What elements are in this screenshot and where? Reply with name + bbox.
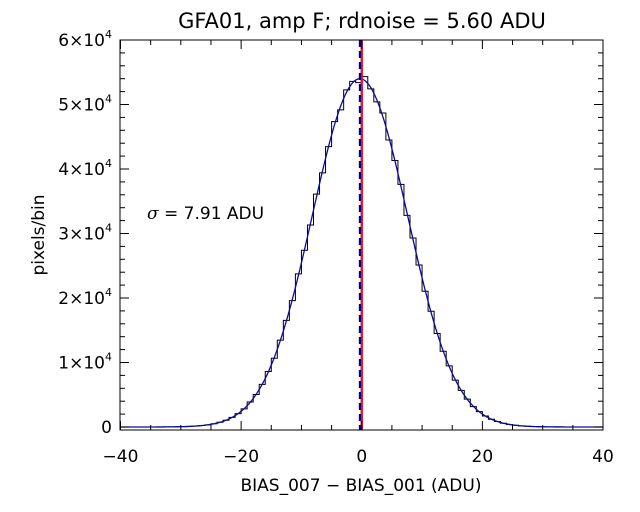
sigma-value-text: = 7.91 ADU: [159, 204, 264, 224]
x-tick-label: 40: [592, 447, 614, 467]
x-tick-label: −20: [223, 447, 259, 467]
y-axis-label: pixels/bin: [29, 194, 49, 275]
y-tick-label: 1×104: [58, 351, 112, 374]
sigma-annotation: σ = 7.91 ADU: [147, 204, 264, 224]
y-tick-label: 2×104: [58, 286, 112, 309]
y-tick-label: 3×104: [58, 222, 112, 245]
y-tick-label: 4×104: [58, 157, 112, 180]
y-tick-label: 0: [101, 418, 112, 438]
x-tick-label: −40: [103, 447, 139, 467]
plot-area: [120, 40, 603, 430]
y-tick-label: 5×104: [58, 93, 112, 116]
chart-title: GFA01, amp F; rdnoise = 5.60 ADU: [178, 9, 546, 33]
x-tick-label: 20: [472, 447, 494, 467]
x-tick-label: 0: [356, 447, 367, 467]
x-axis-label: BIAS_007 − BIAS_001 (ADU): [241, 476, 482, 496]
axes: −40 −20 0 20 40 0 1×104 2×104 3×104 4×104 5×104 6×1…: [58, 28, 614, 467]
y-tick-label: 6×104: [58, 28, 112, 51]
sigma-symbol: σ: [147, 204, 159, 224]
